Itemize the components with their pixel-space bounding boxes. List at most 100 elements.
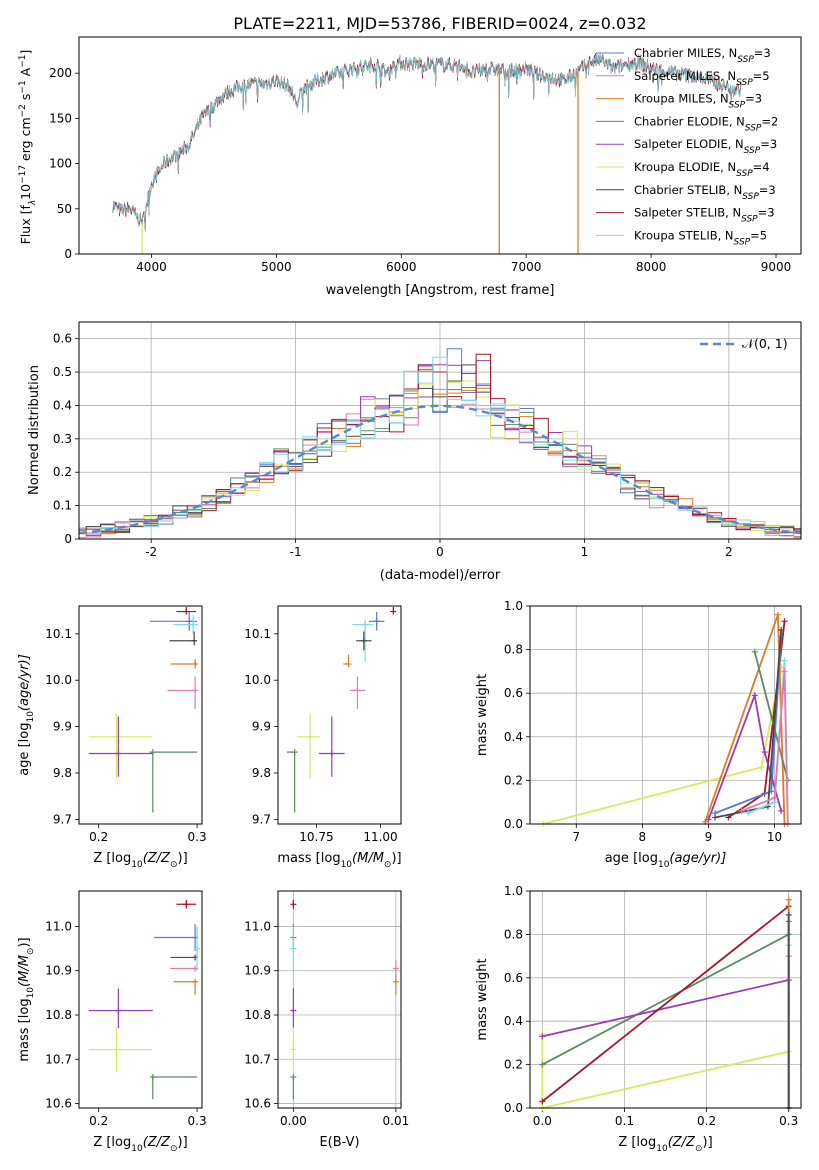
label-part: age [log [605, 851, 658, 866]
label-part: 10 [658, 860, 670, 870]
mass-weight-vs-metallicity-ytick-label: 1.0 [504, 884, 523, 898]
label-part: λ [28, 200, 38, 206]
age-vs-metallicity-chart: 0.2 0.39.79.89.910.010.1Z [log10(Z/Z⊙)]ag… [17, 606, 207, 870]
label-part: 10 [656, 1144, 668, 1154]
mass-vs-extinction-ytick-label: 10.6 [244, 1097, 271, 1111]
label-part: Flux [f [18, 205, 33, 245]
hist-xtick-label: 0 [436, 545, 444, 559]
mass-weight-vs-metallicity-ytick-label: 0.6 [504, 971, 523, 985]
label-part: )] [391, 851, 401, 866]
hist-xtick-label: -1 [290, 545, 302, 559]
hist-xtick-label: 1 [581, 545, 589, 559]
age-vs-mass-ytick-label: 9.9 [252, 720, 271, 734]
label-part: −2 [18, 104, 28, 117]
spectrum-xtick-label: 4000 [136, 260, 167, 274]
legend-entry: Kroupa ELODIE, NSSP=4 [634, 160, 770, 179]
mass-weight-vs-age-series-line [707, 691, 783, 820]
hist-ytick-label: 0.4 [53, 398, 72, 412]
hist-ytick-label: 0.3 [53, 432, 72, 446]
legend-entry: Chabrier ELODIE, NSSP=2 [634, 114, 778, 133]
spectrum-ytick-label: 100 [49, 157, 72, 171]
mass-vs-metallicity-xlabel: Z [log10(Z/Z⊙)] [93, 1135, 187, 1154]
legend-entry: Chabrier STELIB, NSSP=3 [634, 183, 776, 202]
label-part: SSP [741, 215, 758, 225]
age-vs-mass-ytick-label: 9.7 [252, 812, 271, 826]
mass-weight-vs-age-ytick-label: 0.0 [504, 817, 523, 831]
label-part: Kroupa MILES, N [634, 92, 729, 106]
age-vs-mass-xtick-label: 11.00 [363, 830, 397, 844]
mass-vs-metallicity-xtick-label: 0.2 [89, 1114, 108, 1128]
mass-weight-vs-metallicity-ylabel: mass weight [475, 958, 490, 1040]
label-part: SSP [742, 192, 759, 202]
hist-ytick-label: 0 [64, 532, 72, 546]
label-part: =5 [750, 228, 767, 242]
spectrum-ytick-label: 200 [49, 66, 72, 80]
label-part: SSP [745, 123, 762, 133]
label-part: erg cm [18, 117, 33, 165]
mass-vs-extinction-frame [277, 890, 402, 1109]
mass-weight-vs-metallicity-ytick-label: 0.2 [504, 1058, 523, 1072]
label-part: Chabrier STELIB, N [634, 183, 742, 197]
label-part: SSP [736, 78, 753, 88]
label-part: =5 [753, 69, 770, 83]
legend-entry: Salpeter MILES, NSSP=5 [634, 69, 770, 88]
label-part: Kroupa STELIB, N [634, 228, 734, 242]
mass-vs-extinction-xtick-label: 0.01 [383, 1114, 410, 1128]
figure-title: PLATE=2211, MJD=53786, FIBERID=0024, z=0… [233, 14, 646, 33]
mass-weight-vs-age-series-line [741, 671, 789, 825]
label-part: =3 [745, 92, 762, 106]
mass-weight-vs-age-xtick-label: 8 [639, 830, 647, 844]
label-part: (M/M [17, 955, 32, 987]
label-part: 10 [26, 711, 36, 723]
mass-vs-extinction-ytick-label: 11.0 [244, 919, 271, 933]
age-vs-metallicity-ytick-label: 9.9 [53, 720, 72, 734]
hist-xlabel: (data-model)/error [380, 568, 501, 583]
mass-vs-extinction-xlabel: E(B-V) [319, 1135, 359, 1150]
hist-legend-label: 𝒩(0, 1) [742, 336, 788, 351]
hist-ytick-label: 0.5 [53, 365, 72, 379]
spectrum-xlabel: wavelength [Angstrom, rest frame] [326, 283, 555, 298]
mass-weight-vs-metallicity-series-line [541, 933, 790, 1066]
age-vs-metallicity-ytick-label: 9.7 [53, 812, 72, 826]
label-part: Kroupa ELODIE, N [634, 160, 736, 174]
mass-weight-vs-metallicity-frame [529, 890, 802, 1109]
mass-weight-vs-age-xtick-label: 7 [572, 830, 580, 844]
legend-entry: Kroupa STELIB, NSSP=5 [634, 228, 767, 247]
mass-vs-metallicity-ytick-label: 10.7 [45, 1052, 72, 1066]
spectrum-xtick-label: 7000 [511, 260, 542, 274]
mass-vs-metallicity-xtick-label: 0.3 [188, 1114, 207, 1128]
mass-vs-metallicity-frame [78, 890, 203, 1109]
label-part: Salpeter STELIB, N [634, 206, 741, 220]
age-vs-metallicity-xlabel: Z [log10(Z/Z⊙)] [93, 851, 187, 870]
label-part: =3 [758, 206, 775, 220]
hist-ytick-label: 0.6 [53, 332, 72, 346]
age-vs-metallicity-xtick-label: 0.2 [89, 830, 108, 844]
spectrum-chart: 4000 5000 6000 7000 8000 9000 0 50 100 150 200 Chab… [18, 46, 791, 298]
label-part: (Z/Z [143, 1135, 171, 1150]
mass-vs-metallicity-chart: 0.2 0.310.610.710.810.911.0Z [log10(Z/Z⊙)… [17, 899, 207, 1154]
label-part: −17 [18, 165, 28, 184]
histogram-series-step [79, 360, 801, 537]
hist-ylabel: Normed distribution [27, 365, 42, 495]
label-part: )] [178, 1135, 188, 1150]
label-part: Z [log [93, 851, 131, 866]
mass-weight-vs-metallicity-ytick-label: 0.8 [504, 927, 523, 941]
mass-weight-vs-age-xlabel: age [log10(age/yr)] [605, 851, 727, 870]
histogram-chart: -2 -1 0 1 2 0 0.1 0.2 0.3 0.4 0.5 0.6 𝒩(0, 1) (data-m… [27, 322, 802, 583]
hist-xtick-label: -2 [145, 545, 157, 559]
mass-weight-vs-age-ytick-label: 1.0 [504, 599, 523, 613]
mass-weight-vs-age-frame [529, 605, 802, 825]
label-part: 10 [18, 184, 33, 200]
label-part: ⊙ [384, 860, 392, 870]
label-part: )] [178, 851, 188, 866]
histogram-series-step [79, 368, 801, 539]
spectrum-ylabel: Flux [fλ10−17 erg cm−2 s−1 A−1] [18, 50, 38, 245]
label-part: =2 [761, 114, 778, 128]
age-vs-mass-frame [277, 605, 402, 825]
label-part: mass [log [17, 998, 32, 1061]
spectrum-xtick-label: 6000 [386, 260, 417, 274]
mass-weight-vs-metallicity-chart: 0.0 0.1 0.2 0.3 0.0 0.2 0.4 0.6 0.8 1.0 Z [log10(Z… [475, 884, 801, 1154]
label-part: ⊙ [170, 1144, 178, 1154]
mass-vs-extinction-chart: 0.00 0.01 10.6 10.7 10.8 10.9 11.0 E(B-V) [244, 891, 409, 1150]
